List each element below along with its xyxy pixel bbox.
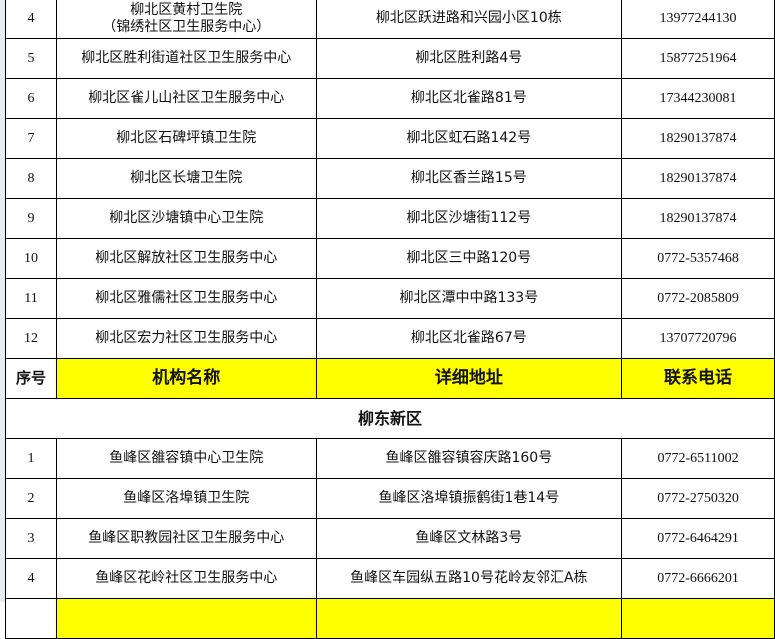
cell-index: 10: [5, 238, 57, 279]
cell-phone: 17344230081: [621, 78, 775, 119]
cell-index: 5: [5, 38, 57, 79]
cell-index: 3: [5, 518, 57, 559]
clinic-table: 4 柳北区黄村卫生院 （锦绣社区卫生服务中心） 柳北区跃进路和兴园小区10栋 13…: [5, 0, 775, 639]
cell-phone: 13707720796: [621, 318, 775, 359]
name-line2: （锦绣社区卫生服务中心）: [102, 18, 271, 35]
cell-name: 柳北区胜利街道社区卫生服务中心: [55, 38, 317, 79]
cell-name: 柳北区宏力社区卫生服务中心: [55, 318, 317, 359]
cell-phone: 15877251964: [621, 38, 775, 79]
cell-phone: 18290137874: [621, 158, 775, 199]
cell-phone: 0772-2085809: [621, 278, 775, 319]
cell-address: 柳北区北雀路81号: [315, 78, 623, 119]
cell-address: 柳北区沙塘街112号: [315, 198, 623, 239]
cell-name: 柳北区黄村卫生院 （锦绣社区卫生服务中心）: [55, 0, 317, 39]
cell-address: 柳北区三中路120号: [315, 238, 623, 279]
cell-address: 柳北区北雀路67号: [315, 318, 623, 359]
section-title: 柳东新区: [5, 398, 775, 439]
cell-phone: 0772-6666201: [621, 558, 775, 599]
cell-index: 12: [5, 318, 57, 359]
name-line1: 柳北区黄村卫生院: [130, 1, 243, 18]
cell-index: 4: [5, 558, 57, 599]
cell-name: 鱼峰区职教园社区卫生服务中心: [55, 518, 317, 559]
cell-name: 鱼峰区雒容镇中心卫生院: [55, 438, 317, 479]
table-row: 4 柳北区黄村卫生院 （锦绣社区卫生服务中心） 柳北区跃进路和兴园小区10栋 13…: [5, 0, 775, 39]
table-row: 11 柳北区雅儒社区卫生服务中心 柳北区潭中中路133号 0772-2085809: [5, 278, 775, 319]
header-phone: 联系电话: [621, 358, 775, 399]
cell-phone: 13977244130: [621, 0, 775, 39]
section-row: 柳东新区: [5, 398, 775, 439]
cell-phone: 0772-2750320: [621, 478, 775, 519]
cell-empty: [621, 598, 775, 639]
table-row: 5 柳北区胜利街道社区卫生服务中心 柳北区胜利路4号 15877251964: [5, 38, 775, 79]
table-row: 10 柳北区解放社区卫生服务中心 柳北区三中路120号 0772-5357468: [5, 238, 775, 279]
cell-index: 6: [5, 78, 57, 119]
header-name: 机构名称: [55, 358, 317, 399]
cell-empty: [5, 598, 57, 639]
cell-index: 2: [5, 478, 57, 519]
cell-name: 鱼峰区洛埠镇卫生院: [55, 478, 317, 519]
cell-address: 鱼峰区洛埠镇振鹤街1巷14号: [315, 478, 623, 519]
cell-empty: [55, 598, 317, 639]
cell-name: 柳北区雅儒社区卫生服务中心: [55, 278, 317, 319]
table-row: 8 柳北区长塘卫生院 柳北区香兰路15号 18290137874: [5, 158, 775, 199]
table-row: 6 柳北区雀儿山社区卫生服务中心 柳北区北雀路81号 17344230081: [5, 78, 775, 119]
cell-address: 柳北区虹石路142号: [315, 118, 623, 159]
cell-phone: 18290137874: [621, 198, 775, 239]
cell-address: 鱼峰区雒容镇容庆路160号: [315, 438, 623, 479]
cell-address: 柳北区胜利路4号: [315, 38, 623, 79]
cell-index: 1: [5, 438, 57, 479]
cell-address: 鱼峰区文林路3号: [315, 518, 623, 559]
table-row: 12 柳北区宏力社区卫生服务中心 柳北区北雀路67号 13707720796: [5, 318, 775, 359]
cell-name: 柳北区长塘卫生院: [55, 158, 317, 199]
header-index: 序号: [5, 358, 57, 399]
cell-address: 柳北区潭中中路133号: [315, 278, 623, 319]
table-row: 2 鱼峰区洛埠镇卫生院 鱼峰区洛埠镇振鹤街1巷14号 0772-2750320: [5, 478, 775, 519]
table-row: 3 鱼峰区职教园社区卫生服务中心 鱼峰区文林路3号 0772-6464291: [5, 518, 775, 559]
cell-index: 4: [5, 0, 57, 39]
cell-name: 鱼峰区花岭社区卫生服务中心: [55, 558, 317, 599]
cell-index: 8: [5, 158, 57, 199]
cell-name: 柳北区解放社区卫生服务中心: [55, 238, 317, 279]
table-row: 4 鱼峰区花岭社区卫生服务中心 鱼峰区车园纵五路10号花岭友邻汇A栋 0772-666…: [5, 558, 775, 599]
cell-empty: [315, 598, 623, 639]
cell-phone: 0772-6511002: [621, 438, 775, 479]
cell-name: 柳北区雀儿山社区卫生服务中心: [55, 78, 317, 119]
cell-phone: 0772-5357468: [621, 238, 775, 279]
next-header-row: [5, 598, 775, 639]
cell-address: 柳北区香兰路15号: [315, 158, 623, 199]
cell-phone: 0772-6464291: [621, 518, 775, 559]
cell-index: 11: [5, 278, 57, 319]
table-row: 9 柳北区沙塘镇中心卫生院 柳北区沙塘街112号 18290137874: [5, 198, 775, 239]
cell-name: 柳北区石碑坪镇卫生院: [55, 118, 317, 159]
cell-address: 鱼峰区车园纵五路10号花岭友邻汇A栋: [315, 558, 623, 599]
cell-phone: 18290137874: [621, 118, 775, 159]
cell-index: 7: [5, 118, 57, 159]
cell-index: 9: [5, 198, 57, 239]
header-row: 序号 机构名称 详细地址 联系电话: [5, 358, 775, 399]
cell-name: 柳北区沙塘镇中心卫生院: [55, 198, 317, 239]
table-row: 7 柳北区石碑坪镇卫生院 柳北区虹石路142号 18290137874: [5, 118, 775, 159]
table-row: 1 鱼峰区雒容镇中心卫生院 鱼峰区雒容镇容庆路160号 0772-6511002: [5, 438, 775, 479]
cell-address: 柳北区跃进路和兴园小区10栋: [315, 0, 623, 39]
header-address: 详细地址: [315, 358, 623, 399]
